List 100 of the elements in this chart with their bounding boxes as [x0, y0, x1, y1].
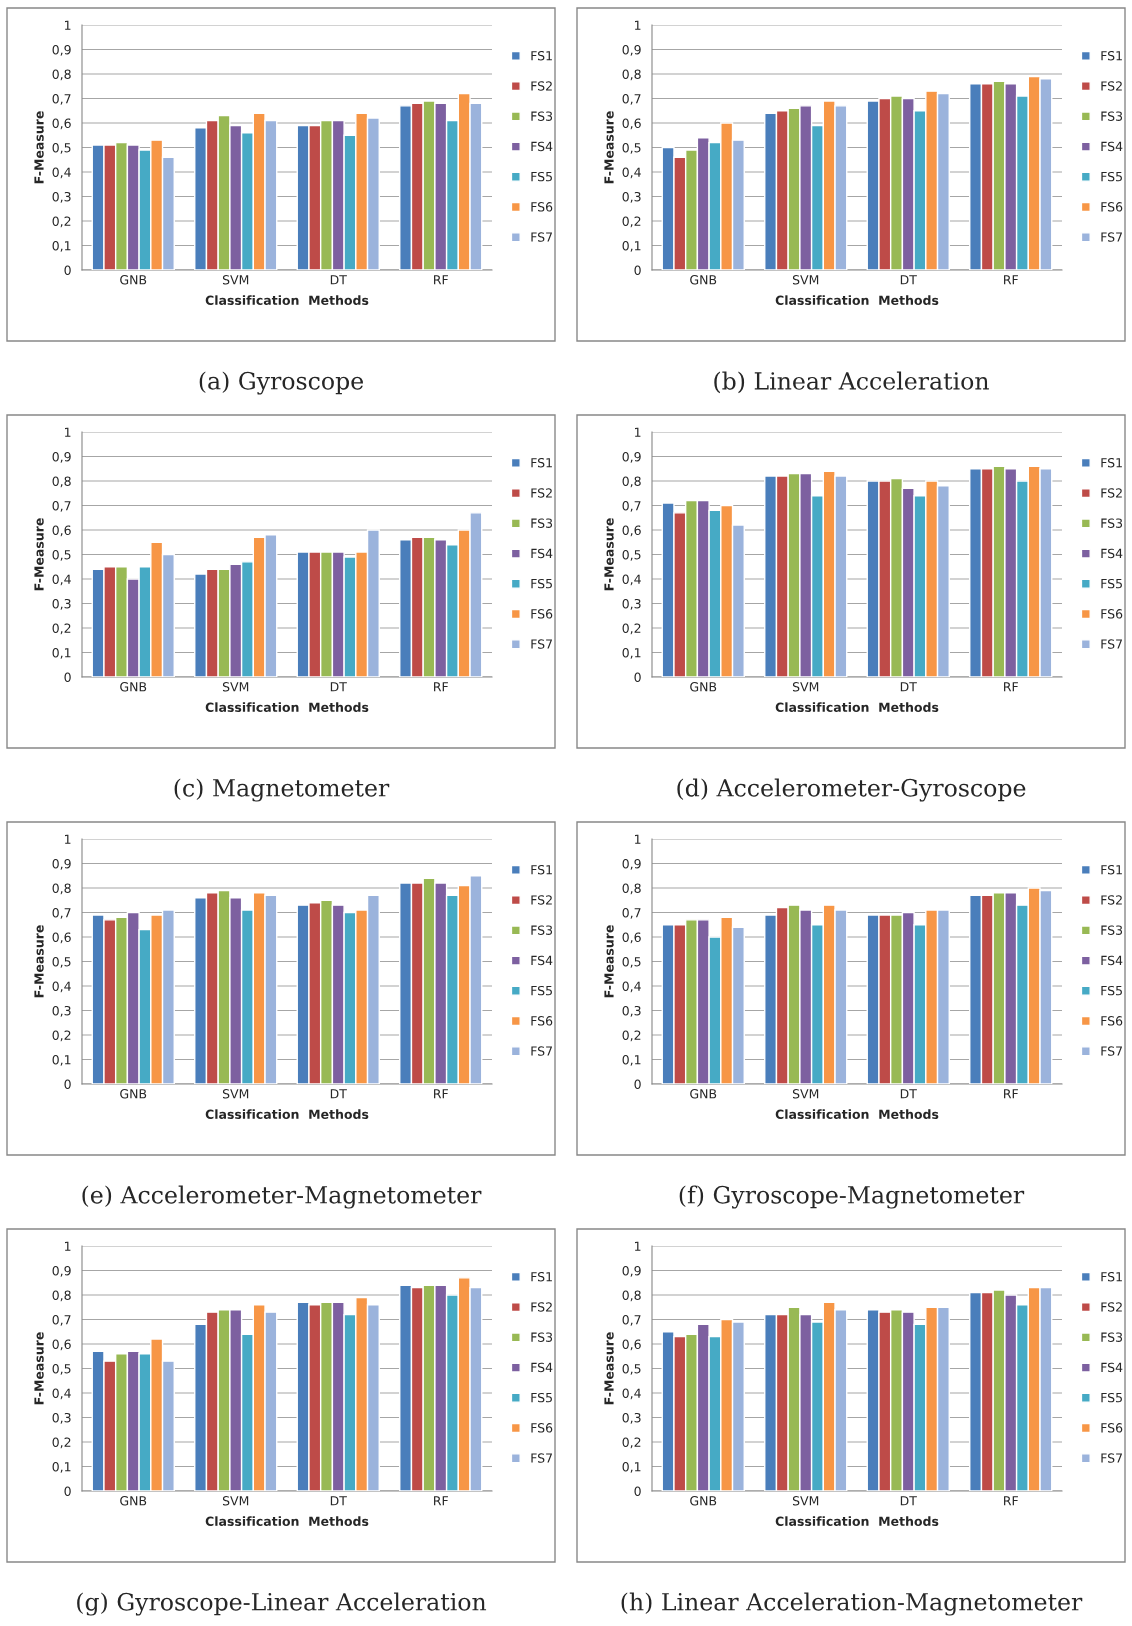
x-tick-label: SVM	[792, 1089, 819, 1099]
y-tick-label: 0,4	[622, 574, 641, 586]
y-axis-title: F-Measure	[604, 1332, 614, 1405]
legend-label: FS7	[1101, 1046, 1122, 1056]
x-tick-label: RF	[434, 682, 448, 692]
y-tick-label: 0,9	[622, 1265, 641, 1277]
y-tick-label: 0,2	[622, 1030, 641, 1042]
y-tick-label: 1	[635, 834, 641, 844]
legend-label: FS3	[1101, 518, 1123, 528]
y-tick-label: 0,1	[52, 240, 71, 252]
x-axis-title: Classification Methods	[775, 295, 939, 305]
y-tick-label: 0,4	[52, 981, 71, 993]
y-tick-label: 0,6	[622, 525, 641, 537]
x-tick-label: SVM	[222, 1496, 249, 1506]
y-tick-label: 0,8	[52, 1290, 71, 1302]
y-tick-label: 0,8	[622, 883, 641, 895]
y-tick-label: 0,9	[622, 44, 641, 56]
y-tick-label: 0	[64, 672, 71, 682]
x-tick-label: DT	[330, 275, 347, 285]
y-tick-label: 0,1	[52, 1054, 71, 1066]
y-tick-label: 0,7	[52, 1314, 71, 1326]
x-tick-label: RF	[434, 275, 448, 285]
legend-label: FS6	[1101, 1016, 1123, 1026]
legend-label: FS3	[531, 111, 553, 121]
legend-label: FS5	[1101, 171, 1122, 182]
text: (e) Accelerometer-Magnetometer	[82, 1185, 482, 1209]
y-tick-label: 0,2	[52, 1437, 71, 1449]
x-tick-label: RF	[1004, 275, 1018, 285]
text: (f) Gyroscope-Magnetometer	[679, 1185, 1025, 1209]
text: (h) Linear Acceleration-Magnetometer	[621, 1592, 1083, 1616]
y-tick-label: 0,9	[52, 858, 71, 870]
y-tick-label: 0,5	[622, 1363, 641, 1375]
legend-label: FS7	[531, 1046, 552, 1056]
x-tick-label: DT	[330, 1089, 347, 1099]
y-tick-label: 0,5	[622, 956, 641, 968]
y-tick-label: 0,3	[52, 1412, 71, 1424]
y-tick-label: 0,4	[622, 1388, 641, 1400]
y-tick-label: 0,7	[622, 500, 641, 512]
y-tick-label: 0,6	[622, 932, 641, 944]
x-tick-label: GNB	[120, 1089, 147, 1099]
y-tick-label: 0,5	[622, 549, 641, 561]
legend-label: FS6	[1101, 202, 1123, 212]
y-tick-label: 0,3	[622, 1412, 641, 1424]
x-axis-title: Classification Methods	[775, 1109, 939, 1119]
legend-label: FS2	[1101, 1302, 1122, 1312]
y-tick-label: 0	[64, 1486, 71, 1496]
y-tick-label: 0,9	[52, 1265, 71, 1277]
legend-label: FS2	[531, 81, 552, 91]
x-axis-title: Classification Methods	[205, 702, 369, 712]
y-tick-label: 0,5	[52, 142, 71, 154]
y-tick-label: 0,1	[622, 647, 641, 659]
legend-label: FS4	[1101, 955, 1123, 966]
y-tick-label: 0,3	[52, 1005, 71, 1017]
y-axis-title: F-Measure	[34, 111, 44, 184]
legend-label: FS2	[531, 488, 552, 498]
y-tick-label: 1	[635, 1241, 641, 1251]
y-tick-label: 0,5	[52, 956, 71, 968]
y-tick-label: 0,4	[622, 981, 641, 993]
x-tick-label: RF	[434, 1089, 448, 1099]
y-tick-label: 1	[635, 20, 641, 30]
legend-label: FS4	[531, 955, 553, 966]
legend-label: FS7	[1101, 1453, 1122, 1463]
legend-label: FS4	[531, 141, 553, 152]
legend-label: FS3	[1101, 1332, 1123, 1342]
legend-label: FS2	[1101, 81, 1122, 91]
x-tick-label: GNB	[690, 1089, 717, 1099]
y-tick-label: 0,8	[52, 883, 71, 895]
legend-label: FS6	[531, 1423, 553, 1433]
y-tick-label: 0,1	[622, 1461, 641, 1473]
y-tick-label: 0,8	[622, 1290, 641, 1302]
legend-label: FS6	[531, 609, 553, 619]
text: (b) Linear Acceleration	[714, 371, 989, 394]
x-tick-label: DT	[330, 682, 347, 692]
y-tick-label: 0,3	[622, 1005, 641, 1017]
y-tick-label: 0,9	[52, 44, 71, 56]
legend-label: FS2	[531, 1302, 552, 1312]
x-tick-label: GNB	[690, 1496, 717, 1506]
x-tick-label: SVM	[792, 1496, 819, 1506]
y-tick-label: 0,9	[622, 858, 641, 870]
x-axis-title: Classification Methods	[775, 1516, 939, 1526]
x-tick-label: SVM	[222, 682, 249, 692]
x-tick-label: GNB	[120, 275, 147, 285]
y-tick-label: 0	[634, 265, 641, 275]
legend-label: FS4	[1101, 548, 1123, 559]
legend-label: FS1	[1101, 865, 1122, 875]
legend-label: FS1	[531, 458, 552, 468]
legend-label: FS2	[1101, 488, 1122, 498]
y-tick-label: 0,5	[52, 1363, 71, 1375]
legend-label: FS5	[1101, 985, 1122, 996]
y-tick-label: 0,4	[622, 167, 641, 179]
y-tick-label: 0,5	[622, 142, 641, 154]
x-axis-title: Classification Methods	[775, 702, 939, 712]
legend-label: FS2	[1101, 895, 1122, 905]
y-tick-label: 0,7	[52, 907, 71, 919]
y-tick-label: 0,2	[52, 623, 71, 635]
legend-label: FS1	[531, 865, 552, 875]
x-tick-label: RF	[434, 1496, 448, 1506]
legend-label: FS4	[1101, 1362, 1123, 1373]
y-tick-label: 1	[65, 834, 71, 844]
y-axis-title: F-Measure	[604, 111, 614, 184]
